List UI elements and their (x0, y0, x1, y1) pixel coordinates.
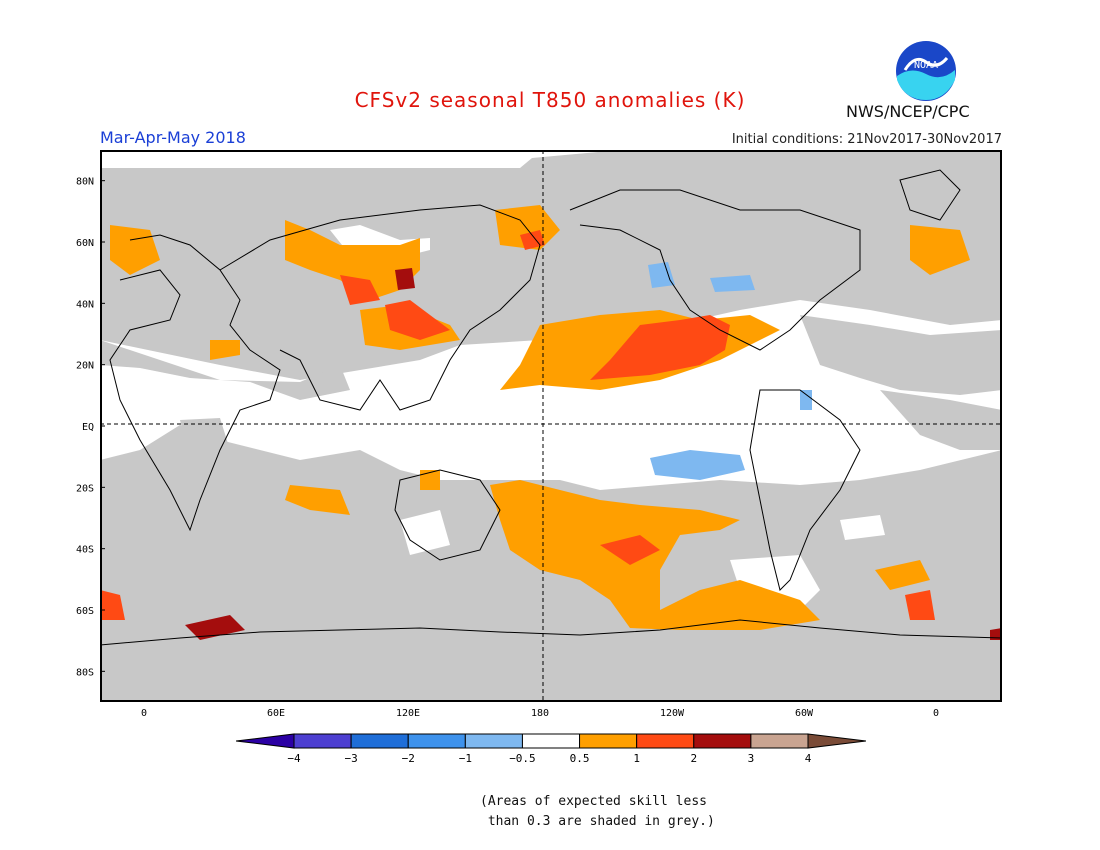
colorbar-label: −1 (459, 752, 472, 765)
anomaly-map (99, 150, 1003, 702)
lon-tick-label: 0 (933, 708, 939, 719)
chart-title: CFSv2 seasonal T850 anomalies (K) (354, 88, 746, 112)
skill-note: (Areas of expected skill less than 0.3 a… (480, 792, 715, 832)
lat-tick-label: 20S (76, 483, 94, 494)
colorbar-label: 3 (748, 752, 755, 765)
colorbar-arrow-high (807, 733, 867, 749)
colorbar-label: 0.5 (570, 752, 590, 765)
lat-tick-label: EQ (82, 422, 94, 433)
strong-positive-anomaly-areas (100, 230, 935, 620)
colorbar-bin (293, 733, 352, 749)
lat-tick-label: 80N (76, 177, 94, 188)
coastlines (99, 169, 1003, 646)
agency-label: NWS/NCEP/CPC (846, 102, 970, 121)
colorbar-bin (636, 733, 695, 749)
colorbar: −4 −3 −2 −1 −0.5 0.5 1 2 3 4 (235, 730, 867, 780)
colorbar-label: 1 (633, 752, 640, 765)
very-strong-anomaly-areas (185, 268, 1002, 640)
colorbar-label: 2 (690, 752, 697, 765)
noaa-logo: NOAA (895, 40, 957, 102)
colorbar-arrow-low (235, 733, 295, 749)
colorbar-label: −3 (344, 752, 357, 765)
colorbar-label: −4 (287, 752, 301, 765)
logo-text: NOAA (914, 60, 938, 71)
skill-note-line1: (Areas of expected skill less (480, 794, 707, 809)
initial-conditions-label: Initial conditions: 21Nov2017-30Nov2017 (731, 132, 1002, 147)
lat-tick-label: 40N (76, 299, 94, 310)
colorbar-bin (350, 733, 409, 749)
lon-tick-label: 180 (531, 708, 549, 719)
lon-tick-label: 120E (396, 708, 420, 719)
lat-tick-label: 20N (76, 361, 94, 372)
colorbar-bin (407, 733, 466, 749)
season-label: Mar-Apr-May 2018 (100, 128, 246, 147)
lat-tick-label: 60N (76, 238, 94, 249)
lat-tick-label: 60S (76, 606, 94, 617)
colorbar-bin (693, 733, 752, 749)
lat-tick-label: 40S (76, 545, 94, 556)
colorbar-bin (579, 733, 638, 749)
lon-tick-label: 0 (141, 708, 147, 719)
negative-anomaly-areas (648, 262, 812, 480)
colorbar-bin (464, 733, 523, 749)
lat-tick-label: 80S (76, 667, 94, 678)
lon-tick-label: 120W (660, 708, 685, 719)
colorbar-label: 4 (805, 752, 812, 765)
lon-tick-label: 60E (267, 708, 285, 719)
lon-tick-label: 60W (795, 708, 814, 719)
colorbar-label: −0.5 (509, 752, 536, 765)
colorbar-bin (521, 733, 581, 749)
colorbar-bin (750, 733, 809, 749)
colorbar-label: −2 (402, 752, 415, 765)
skill-note-line2: than 0.3 are shaded in grey.) (480, 814, 715, 829)
